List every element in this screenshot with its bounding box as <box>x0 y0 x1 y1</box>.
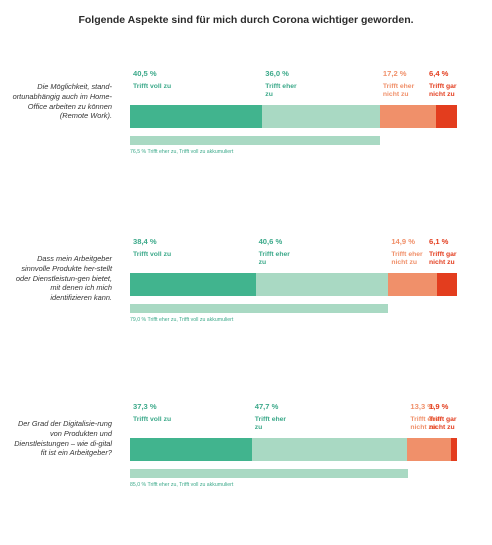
category-label: Trifft voll zu <box>133 83 172 90</box>
category-label: Trifft voll zu <box>133 416 172 423</box>
value-label: 14,9 % <box>391 237 415 246</box>
bar-segment-trifft-eher-zu <box>262 105 380 128</box>
bar-segment-trifft-gar-nicht-zu <box>437 273 457 296</box>
question-text: Der Grad der Digitalisie-rung von Produk… <box>14 419 112 458</box>
category-label: Trifft eher nicht zu <box>382 83 415 98</box>
bar-segment-trifft-eher-zu <box>251 438 408 461</box>
cumulative-bar <box>130 304 389 313</box>
value-label: 6,1 % <box>429 237 449 246</box>
bar-segment-trifft-voll-zu <box>130 273 256 296</box>
bar-segment-trifft-eher-zu <box>255 273 389 296</box>
category-label: Trifft gar nicht zu <box>429 416 457 431</box>
cumulative-bar <box>130 469 408 478</box>
question-text: Die Möglichkeit, stand-ortunabhängig auc… <box>12 82 112 121</box>
category-label: Trifft gar nicht zu <box>429 251 457 266</box>
category-label: Trifft eher nicht zu <box>410 416 442 431</box>
bar-segment-trifft-eher-nicht-zu <box>407 438 451 461</box>
question-block: Der Grad der Digitalisie-rung von Produk… <box>0 395 492 545</box>
category-label: Trifft eher nicht zu <box>391 251 423 266</box>
bar-segment-trifft-eher-nicht-zu <box>388 273 438 296</box>
cumulative-bar <box>130 136 381 145</box>
bar-segment-trifft-gar-nicht-zu <box>436 105 457 128</box>
value-label: 6,4 % <box>429 69 449 78</box>
category-label: Trifft eher zu <box>265 83 297 98</box>
value-label: 1,9 % <box>429 402 449 411</box>
bar-segment-trifft-eher-nicht-zu <box>379 105 437 128</box>
value-label: 37,3 % <box>133 402 157 411</box>
cumulative-label: 79,0 % Trifft eher zu, Trifft voll zu ak… <box>130 317 234 323</box>
question-block: Die Möglichkeit, stand-ortunabhängig auc… <box>0 62 492 212</box>
value-label: 13,3 % <box>410 402 435 411</box>
value-label: 38,4 % <box>133 237 157 246</box>
value-label: 17,2 % <box>382 69 407 78</box>
cumulative-label: 85,0 % Trifft eher zu, Trifft voll zu ak… <box>130 482 234 488</box>
value-label: 36,0 % <box>265 69 289 78</box>
category-label: Trifft eher zu <box>254 416 287 431</box>
category-label: Trifft gar nicht zu <box>429 83 457 98</box>
category-label: Trifft voll zu <box>133 251 172 258</box>
bar-segment-trifft-voll-zu <box>130 105 263 128</box>
question-text: Dass mein Arbeitgeber sinnvolle Produkte… <box>15 254 112 303</box>
cumulative-label: 76,5 % Trifft eher zu, Trifft voll zu ak… <box>130 149 234 155</box>
chart-title: Folgende Aspekte sind für mich durch Cor… <box>78 14 414 26</box>
value-label: 47,7 % <box>254 402 279 411</box>
category-label: Trifft eher zu <box>258 251 290 266</box>
bar-segment-trifft-voll-zu <box>130 438 252 461</box>
value-label: 40,5 % <box>133 69 157 78</box>
question-block: Dass mein Arbeitgeber sinnvolle Produkte… <box>0 230 492 380</box>
bar-segment-trifft-gar-nicht-zu <box>450 438 457 461</box>
value-label: 40,6 % <box>258 237 283 246</box>
